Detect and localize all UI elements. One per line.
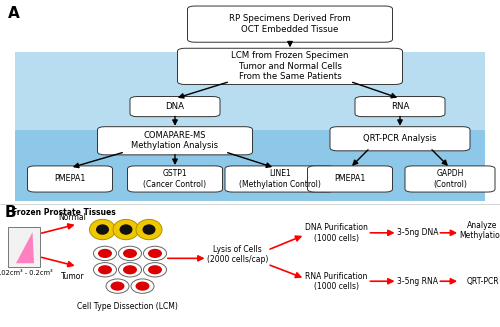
Ellipse shape xyxy=(98,265,112,274)
FancyBboxPatch shape xyxy=(188,6,392,42)
FancyBboxPatch shape xyxy=(128,166,222,192)
Ellipse shape xyxy=(131,279,154,293)
Ellipse shape xyxy=(110,282,124,291)
Text: 0.02cm³ - 0.2cm³: 0.02cm³ - 0.2cm³ xyxy=(0,270,53,276)
Ellipse shape xyxy=(144,246,167,261)
Text: B: B xyxy=(5,205,16,220)
Text: GAPDH
(Control): GAPDH (Control) xyxy=(433,169,467,189)
Text: A: A xyxy=(8,6,19,21)
Ellipse shape xyxy=(120,224,132,235)
Text: RNA: RNA xyxy=(391,102,409,111)
Ellipse shape xyxy=(118,246,142,261)
Text: Normal: Normal xyxy=(58,213,86,222)
FancyBboxPatch shape xyxy=(28,166,112,192)
FancyBboxPatch shape xyxy=(98,127,252,155)
Ellipse shape xyxy=(148,249,162,258)
Ellipse shape xyxy=(136,219,162,240)
Ellipse shape xyxy=(142,224,156,235)
FancyBboxPatch shape xyxy=(330,127,470,151)
Text: LCM from Frozen Specimen
Tumor and Normal Cells
From the Same Patients: LCM from Frozen Specimen Tumor and Norma… xyxy=(231,51,349,81)
Text: Analyze
Methylation: Analyze Methylation xyxy=(460,221,500,240)
Ellipse shape xyxy=(123,249,137,258)
Text: RP Specimens Derived From
OCT Embedded Tissue: RP Specimens Derived From OCT Embedded T… xyxy=(229,14,351,34)
Text: 3-5ng RNA: 3-5ng RNA xyxy=(397,277,438,286)
Text: PMEPA1: PMEPA1 xyxy=(334,175,366,183)
Text: 3-5ng DNA: 3-5ng DNA xyxy=(397,228,438,237)
Text: Frozen Prostate Tissues: Frozen Prostate Tissues xyxy=(12,208,116,217)
Ellipse shape xyxy=(90,219,116,240)
Ellipse shape xyxy=(144,263,167,277)
Text: QRT-PCR: QRT-PCR xyxy=(466,277,499,286)
Ellipse shape xyxy=(113,219,139,240)
Ellipse shape xyxy=(94,246,116,261)
FancyBboxPatch shape xyxy=(355,96,445,117)
FancyBboxPatch shape xyxy=(130,96,220,117)
Text: DNA: DNA xyxy=(166,102,184,111)
Text: DNA Purification
(1000 cells): DNA Purification (1000 cells) xyxy=(304,223,368,243)
FancyBboxPatch shape xyxy=(0,0,500,52)
Text: PMEPA1: PMEPA1 xyxy=(54,175,86,183)
FancyBboxPatch shape xyxy=(308,166,392,192)
FancyBboxPatch shape xyxy=(178,48,402,84)
Ellipse shape xyxy=(96,224,109,235)
FancyBboxPatch shape xyxy=(225,166,335,192)
Text: QRT-PCR Analysis: QRT-PCR Analysis xyxy=(364,134,436,143)
Text: COMAPARE-MS
Methylation Analysis: COMAPARE-MS Methylation Analysis xyxy=(132,131,218,150)
FancyBboxPatch shape xyxy=(405,166,495,192)
Ellipse shape xyxy=(98,249,112,258)
Text: LINE1
(Methylation Control): LINE1 (Methylation Control) xyxy=(239,169,321,189)
Ellipse shape xyxy=(148,265,162,274)
Text: Cell Type Dissection (LCM): Cell Type Dissection (LCM) xyxy=(77,302,178,312)
FancyBboxPatch shape xyxy=(15,52,485,130)
Text: Lysis of Cells
(2000 cells/cap): Lysis of Cells (2000 cells/cap) xyxy=(207,245,268,264)
Text: RNA Purification
(1000 cells): RNA Purification (1000 cells) xyxy=(305,271,367,291)
Ellipse shape xyxy=(106,279,129,293)
FancyBboxPatch shape xyxy=(15,130,485,201)
Ellipse shape xyxy=(94,263,116,277)
Text: Tumor: Tumor xyxy=(60,272,84,281)
FancyBboxPatch shape xyxy=(8,227,40,267)
Ellipse shape xyxy=(123,265,137,274)
Polygon shape xyxy=(16,232,34,263)
Text: GSTP1
(Cancer Control): GSTP1 (Cancer Control) xyxy=(144,169,206,189)
Ellipse shape xyxy=(118,263,142,277)
Ellipse shape xyxy=(136,282,149,291)
